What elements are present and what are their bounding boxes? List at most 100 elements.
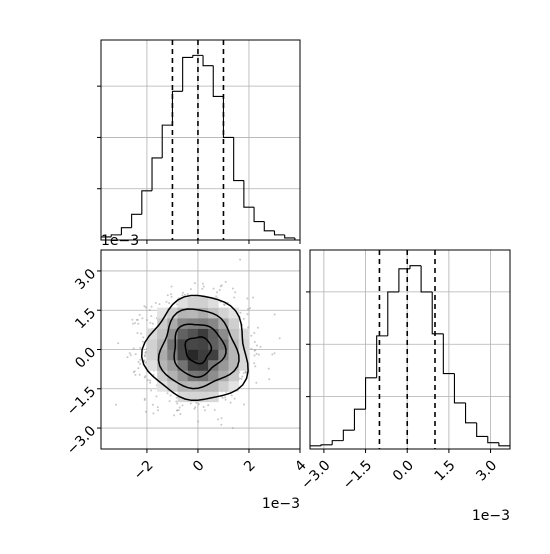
density-cell <box>157 318 168 329</box>
density-cell <box>167 370 178 382</box>
density-cell <box>167 339 178 350</box>
scatter-point <box>239 258 242 261</box>
density-cell <box>218 318 229 329</box>
scatter-point <box>154 302 157 305</box>
scatter-point <box>117 342 120 345</box>
histogram-bar <box>263 221 275 232</box>
density-cell <box>218 328 229 340</box>
scatter-point <box>131 322 134 325</box>
scatter-point <box>181 294 184 297</box>
density-contour <box>173 323 227 378</box>
scatter-point <box>157 458 159 460</box>
density-cell <box>146 359 158 371</box>
density-cell <box>177 349 189 361</box>
y-offset-label: 1e−3 <box>101 233 139 249</box>
density-cell <box>208 318 219 329</box>
scatter-point <box>152 412 155 415</box>
scatter-point <box>234 291 237 294</box>
scatter-point <box>259 345 262 348</box>
density-cell <box>208 380 219 392</box>
density-panel: −2 0 2 4−3.0−1.50.01.53.0 1e−3 1e−3 <box>64 233 310 512</box>
axis-ticks <box>97 85 301 244</box>
density-cell <box>208 297 219 308</box>
scatter-point <box>213 409 216 412</box>
density-cell <box>177 359 189 371</box>
scatter-point <box>145 350 148 353</box>
y-tick-label: −1.5 <box>64 384 99 419</box>
histogram-bars <box>310 265 510 449</box>
scatter-point <box>134 353 137 356</box>
scatter-point <box>143 305 146 308</box>
density-cell <box>218 370 229 382</box>
density-cell <box>208 339 219 350</box>
scatter-point <box>223 304 226 307</box>
density-cell <box>187 391 199 403</box>
scatter-point <box>250 347 253 350</box>
scatter-point <box>144 410 147 413</box>
histogram-bar <box>120 227 132 235</box>
scatter-point <box>197 420 200 423</box>
scatter-point <box>132 371 135 374</box>
density-cell <box>197 328 209 340</box>
density-cell <box>208 349 219 361</box>
scatter-point <box>140 332 143 335</box>
histogram-bar <box>131 213 142 228</box>
scatter-point <box>131 318 134 321</box>
scatter-point <box>142 336 145 339</box>
scatter-point <box>273 352 276 355</box>
scatter-point <box>126 356 129 359</box>
x-tick-label: 0.0 <box>390 457 417 484</box>
scatter-point <box>246 313 249 316</box>
histogram-bar <box>141 190 153 215</box>
x-tick-label: 1.5 <box>432 457 459 484</box>
scatter-point <box>143 399 146 402</box>
x-offset-label: 1e−3 <box>262 496 300 512</box>
scatter-point <box>132 347 135 350</box>
scatter-point <box>255 352 258 355</box>
density-cell <box>157 380 168 392</box>
scatter-point <box>166 294 169 297</box>
scatter-point <box>224 396 227 399</box>
scatter-point <box>137 360 140 363</box>
scatter-point <box>242 403 245 406</box>
density-cell <box>218 307 229 319</box>
2d-histogram-cells <box>146 297 250 403</box>
scatter-point <box>189 402 192 405</box>
scatter-point <box>240 377 243 380</box>
scatter-point <box>231 287 234 290</box>
density-cell <box>238 339 250 350</box>
scatter-point <box>207 404 210 407</box>
scatter-point <box>220 417 223 420</box>
density-contour <box>157 308 240 390</box>
scatter-point <box>253 362 256 365</box>
density-cell <box>228 349 240 361</box>
density-cell <box>146 349 158 361</box>
scatter-point <box>155 395 158 398</box>
x-tick-label: 0 <box>190 457 208 475</box>
density-cell <box>228 380 240 392</box>
density-cell <box>167 318 178 329</box>
density-cell <box>218 349 229 361</box>
scatter-point <box>178 406 181 409</box>
density-cell <box>167 328 178 340</box>
scatter-point <box>215 295 218 298</box>
scatter-point <box>230 394 233 397</box>
scatter-point <box>253 354 256 357</box>
scatter-point <box>247 308 250 311</box>
axis-tick-labels: −3.0 −1.5 0.0 1.5 3.0 <box>298 457 500 492</box>
histogram-panel-param-0 <box>97 39 301 244</box>
histogram-bar <box>398 268 410 292</box>
scatter-point <box>253 331 256 334</box>
histogram-bar <box>353 408 366 431</box>
axis-ticks <box>97 270 301 453</box>
histogram-bar <box>310 445 322 449</box>
histogram-bar <box>342 429 355 441</box>
scatter-point <box>149 381 152 384</box>
scatter-point <box>189 288 192 291</box>
scatter-point <box>149 379 152 382</box>
scatter-point <box>257 353 260 356</box>
scatter-point <box>250 334 253 337</box>
scatter-point <box>194 406 197 409</box>
histogram-bar <box>442 333 455 375</box>
density-cell <box>228 370 240 382</box>
